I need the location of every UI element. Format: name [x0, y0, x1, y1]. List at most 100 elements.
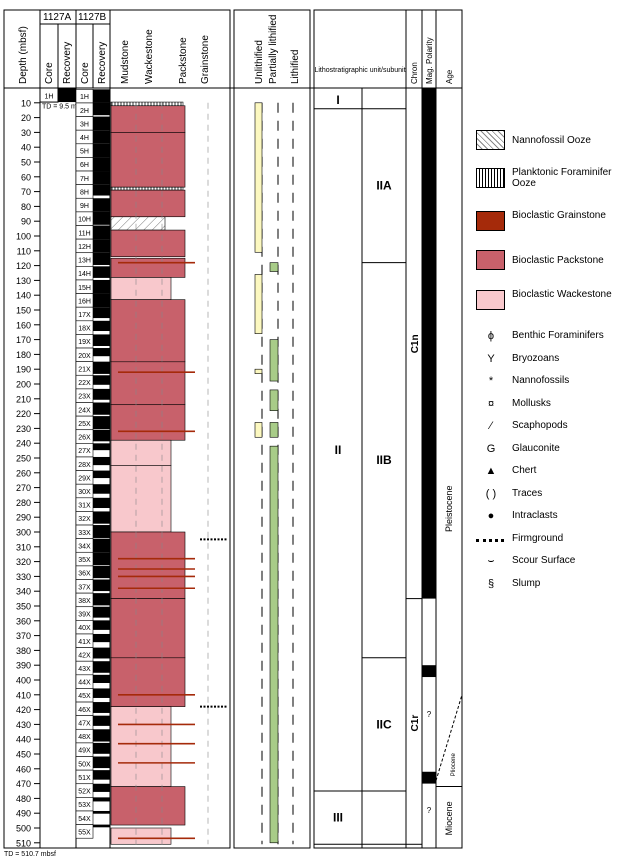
recovery-bar [93, 388, 110, 400]
core-label: 38X [78, 598, 91, 605]
core-label: 19X [78, 339, 91, 346]
legend-label: Slump [512, 577, 541, 589]
recovery-bar [93, 647, 110, 659]
recovery-bar [93, 742, 110, 754]
depth-tick-label: 90 [21, 217, 31, 227]
depth-tick-label: 150 [16, 306, 31, 316]
depth-tick-label: 110 [17, 246, 31, 256]
lithified-header: Lithified [290, 50, 301, 84]
legend-symbol-icon: § [487, 577, 495, 590]
depth-header: Depth (mbsf) [18, 26, 29, 84]
depth-tick-label: 160 [16, 320, 31, 330]
recovery-bar [93, 293, 110, 308]
age-frame [435, 9, 463, 849]
packstone-header: Packstone [178, 37, 189, 84]
core-label: 35X [78, 557, 91, 564]
core-label: 37X [78, 584, 91, 591]
recovery-bar [93, 361, 110, 374]
lithology-layer [110, 105, 186, 133]
chron-label: C1r [410, 715, 421, 732]
polarity-column: ?? [422, 88, 436, 815]
depth-tick-label: 290 [16, 513, 31, 523]
depth-tick-label: 30 [21, 128, 31, 138]
depth-tick-label: 50 [21, 158, 31, 168]
legend-symbol-icon: ¤ [487, 397, 495, 410]
lithification-interval [269, 389, 279, 411]
recovery-bar [93, 225, 110, 240]
core-label: 20X [78, 353, 91, 360]
core-label: 7H [80, 176, 89, 183]
legend-symbol-icon: ⌣ [487, 555, 495, 567]
core-label: 28X [78, 462, 91, 469]
lithification-frame [233, 9, 311, 849]
lithology-layer [110, 827, 172, 845]
age-label: Miocene [444, 801, 454, 835]
recovery-bar [93, 810, 110, 814]
lithology-layer [110, 299, 186, 363]
depth-tick-label: 140 [16, 291, 31, 301]
age-boundary [435, 694, 463, 781]
core-label: 43X [78, 666, 91, 673]
depth-tick-label: 370 [16, 631, 31, 641]
unit-label: III [333, 811, 343, 825]
recovery-bar [93, 198, 110, 212]
core-label: 55X [78, 829, 91, 836]
unlithified-header: Unlithified [254, 40, 265, 84]
legend-label: Glauconite [512, 442, 560, 454]
chron-column: C1n C1r [406, 334, 422, 845]
legend-symbol-icon: G [486, 442, 496, 455]
legend-label: Bryozoans [512, 352, 560, 364]
lithology-layer [110, 404, 186, 441]
depth-tick-label: 360 [16, 616, 31, 626]
normal-polarity-interval [422, 88, 436, 599]
depth-tick-label: 330 [16, 572, 31, 582]
depth-tick-label: 440 [16, 735, 31, 745]
depth-tick-label: 260 [16, 468, 31, 478]
recovery-bar [93, 143, 110, 158]
recovery-bar [93, 416, 110, 430]
recovery-bar [93, 565, 110, 579]
lithification-interval [254, 274, 263, 334]
depth-tick-label: 390 [16, 661, 31, 671]
core-label: 11H [78, 230, 90, 237]
legend-label: Chert [512, 465, 537, 476]
depth-tick-label: 100 [16, 232, 31, 242]
depth-axis: 10 20 30 40 50 60 70 80 90 100 110 120 130 140 150 160 1… [16, 98, 40, 848]
mag-polarity-header: Mag. Polarity [425, 37, 434, 84]
lithology-layer [110, 706, 172, 787]
core-label: 42X [78, 652, 91, 659]
depth-tick-label: 40 [21, 143, 31, 153]
recovery-bar [93, 443, 110, 451]
lithology-layer [110, 216, 166, 231]
depth-tick-label: 280 [16, 498, 31, 508]
core-a-header: Core [44, 62, 55, 84]
depth-tick-label: 300 [16, 528, 31, 538]
core-label: 18X [78, 326, 91, 333]
legend-label: Bioclastic Wackestone [512, 289, 612, 300]
core-label: 50X [78, 761, 91, 768]
core-b-header: Core [80, 62, 91, 84]
depth-tick-label: 240 [16, 439, 31, 449]
grainstone-header: Grainstone [200, 35, 211, 84]
lithology-layer [110, 598, 186, 659]
recovery-bar [93, 89, 110, 103]
core-label: 3H [80, 121, 89, 128]
core-columns-frame [3, 9, 231, 849]
recovery-bar [93, 715, 110, 726]
recovery-bar [93, 511, 110, 524]
depth-tick-label: 120 [16, 261, 31, 271]
recovery-bar [93, 102, 110, 116]
core-label: 12H [78, 244, 91, 251]
lithification-interval [269, 445, 279, 844]
lithology-layer [110, 132, 186, 188]
subunit-label: IIC [376, 717, 392, 731]
recovery-bar [93, 211, 110, 225]
core-label: 46X [78, 707, 91, 714]
recovery-bar [93, 239, 110, 253]
hole-a-td: TD = 9.5 mbsf [42, 104, 86, 111]
core-label: 54X [78, 816, 91, 823]
legend-symbol-icon: ▲ [485, 465, 497, 477]
recovery-bar [93, 688, 110, 698]
depth-tick-label: 430 [16, 720, 31, 730]
core-label: 24X [78, 407, 91, 414]
